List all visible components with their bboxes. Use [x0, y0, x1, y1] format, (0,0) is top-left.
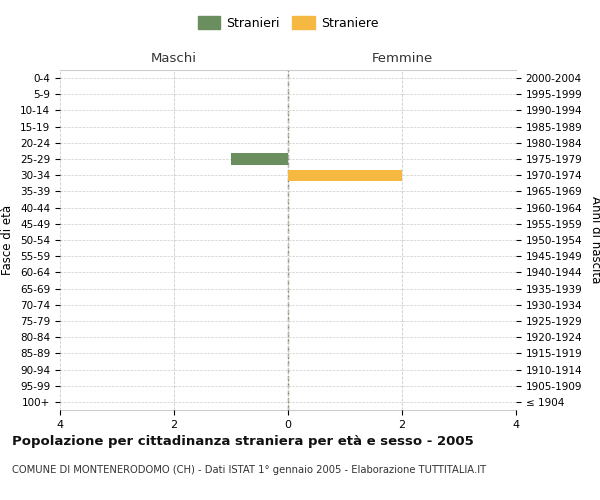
Y-axis label: Anni di nascita: Anni di nascita [589, 196, 600, 284]
Y-axis label: Fasce di età: Fasce di età [1, 205, 14, 275]
Bar [231, 154, 288, 164]
Bar [288, 170, 402, 181]
Legend: Stranieri, Straniere: Stranieri, Straniere [197, 16, 379, 30]
Text: Popolazione per cittadinanza straniera per età e sesso - 2005: Popolazione per cittadinanza straniera p… [12, 435, 474, 448]
Text: COMUNE DI MONTENERODOMO (CH) - Dati ISTAT 1° gennaio 2005 - Elaborazione TUTTITA: COMUNE DI MONTENERODOMO (CH) - Dati ISTA… [12, 465, 486, 475]
Text: Femmine: Femmine [371, 52, 433, 65]
Text: Maschi: Maschi [151, 52, 197, 65]
